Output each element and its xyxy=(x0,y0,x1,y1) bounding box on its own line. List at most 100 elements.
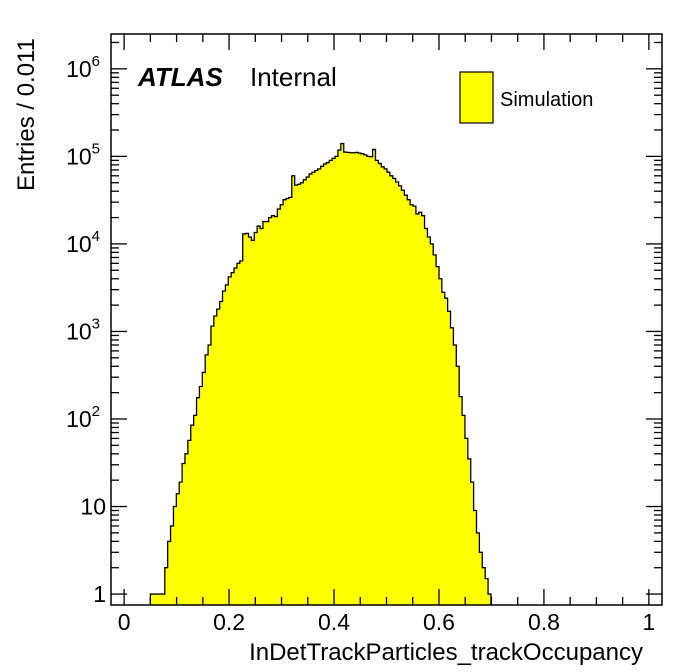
histogram-bin xyxy=(254,232,258,605)
histogram-bin xyxy=(245,233,249,606)
histogram-bin xyxy=(378,163,382,605)
histogram-bin xyxy=(234,268,238,605)
histogram-bin xyxy=(300,182,304,605)
histogram-bin xyxy=(236,263,241,605)
y-tick-label: 1 xyxy=(93,581,106,607)
histogram-bin xyxy=(436,266,440,605)
histogram-bin xyxy=(314,170,319,606)
histogram-bin xyxy=(288,197,293,605)
atlas-label: ATLAS xyxy=(137,62,223,92)
histogram-bin xyxy=(488,594,492,605)
histogram-bin xyxy=(274,216,278,605)
histogram-bin xyxy=(196,397,200,605)
histogram-bin xyxy=(349,152,353,605)
histogram-bin xyxy=(447,311,451,605)
histogram-bin xyxy=(159,594,163,605)
y-tick-label-base: 10 xyxy=(66,56,92,82)
y-tick-label: 106 xyxy=(66,53,100,82)
y-tick-label-exponent: 2 xyxy=(92,403,100,420)
histogram-bin xyxy=(352,152,356,605)
y-tick-label-exponent: 6 xyxy=(92,53,100,70)
histogram-bin xyxy=(283,199,287,605)
y-tick-label: 105 xyxy=(66,140,100,169)
histogram-bin xyxy=(268,217,272,605)
histogram-bin xyxy=(239,260,244,605)
y-tick-label-base: 10 xyxy=(66,318,92,344)
histogram-bin xyxy=(476,532,480,605)
histogram-bin xyxy=(309,173,313,605)
histogram-bin xyxy=(421,215,425,605)
histogram-bin xyxy=(294,185,298,605)
histogram-bin xyxy=(485,578,489,605)
histogram-bin xyxy=(205,354,209,605)
x-tick-label: 0 xyxy=(118,609,131,635)
histogram-bin xyxy=(199,386,203,605)
histogram-bin xyxy=(167,541,171,605)
histogram-bin xyxy=(444,298,449,605)
histogram-bin xyxy=(392,178,397,606)
histogram-bin xyxy=(415,213,420,605)
histogram-bin xyxy=(161,594,166,605)
histogram-bin xyxy=(262,221,267,605)
histogram-bin xyxy=(187,440,192,605)
histogram-bin xyxy=(170,525,174,605)
histogram-bin xyxy=(395,181,399,605)
histogram-bin xyxy=(317,168,322,606)
y-tick-label-base: 10 xyxy=(66,231,92,257)
histogram-bin xyxy=(381,166,385,605)
histogram-bin xyxy=(358,153,362,605)
y-tick-label-base: 10 xyxy=(66,143,92,169)
histogram-bin xyxy=(173,506,177,605)
histogram-bin xyxy=(453,345,457,605)
y-axis-label: Entries / 0.011 xyxy=(13,38,40,191)
y-tick-label: 102 xyxy=(66,403,100,432)
histogram-bin xyxy=(335,156,339,605)
x-tick-label: 0.2 xyxy=(213,609,245,635)
histogram-bin xyxy=(184,453,189,605)
histogram-bin xyxy=(387,172,391,606)
histogram-bin xyxy=(216,309,221,605)
histogram-bin xyxy=(450,327,454,605)
y-tick-label-base: 10 xyxy=(66,406,92,432)
histogram-bin xyxy=(190,425,195,605)
histogram-bin xyxy=(193,415,197,605)
histogram-bin xyxy=(459,396,463,605)
legend-swatch xyxy=(459,71,494,124)
histogram-bin xyxy=(320,166,324,605)
histogram-bin xyxy=(361,153,365,606)
histogram-bin xyxy=(355,152,359,605)
histogram-bin xyxy=(265,221,270,605)
histogram-bin xyxy=(479,552,483,605)
histogram-bin xyxy=(271,215,275,605)
histogram-bin xyxy=(467,458,472,605)
histogram-bin xyxy=(346,152,350,605)
y-tick-label-exponent: 3 xyxy=(92,315,100,332)
x-tick-label: 1 xyxy=(642,609,655,635)
histogram-bin xyxy=(464,438,469,605)
x-tick-labels: 0 0.2 0.4 0.6 0.8 1 xyxy=(118,609,656,635)
histogram-bin xyxy=(219,301,223,605)
histogram-bin xyxy=(424,228,428,605)
histogram-bin xyxy=(208,345,212,605)
histogram-bin xyxy=(222,290,226,605)
histogram-bin xyxy=(153,594,157,605)
histogram-bin xyxy=(375,160,379,605)
histogram-bin xyxy=(470,482,475,605)
histogram-bin xyxy=(398,185,402,605)
y-tick-label-exponent: 5 xyxy=(92,140,100,157)
histogram-bin xyxy=(291,175,296,606)
histogram-bin xyxy=(407,199,411,605)
histogram-bin xyxy=(384,168,388,606)
histogram-bin xyxy=(430,243,434,605)
x-tick-label: 0.8 xyxy=(528,609,560,635)
histogram-bin xyxy=(242,233,247,605)
histogram-bin xyxy=(456,366,460,605)
histogram-bin xyxy=(277,209,281,605)
histogram-bin xyxy=(418,212,423,605)
histogram-bin xyxy=(150,594,154,605)
histogram-bin xyxy=(228,276,232,605)
histogram-bin xyxy=(182,463,186,605)
histogram-bin xyxy=(473,510,477,605)
